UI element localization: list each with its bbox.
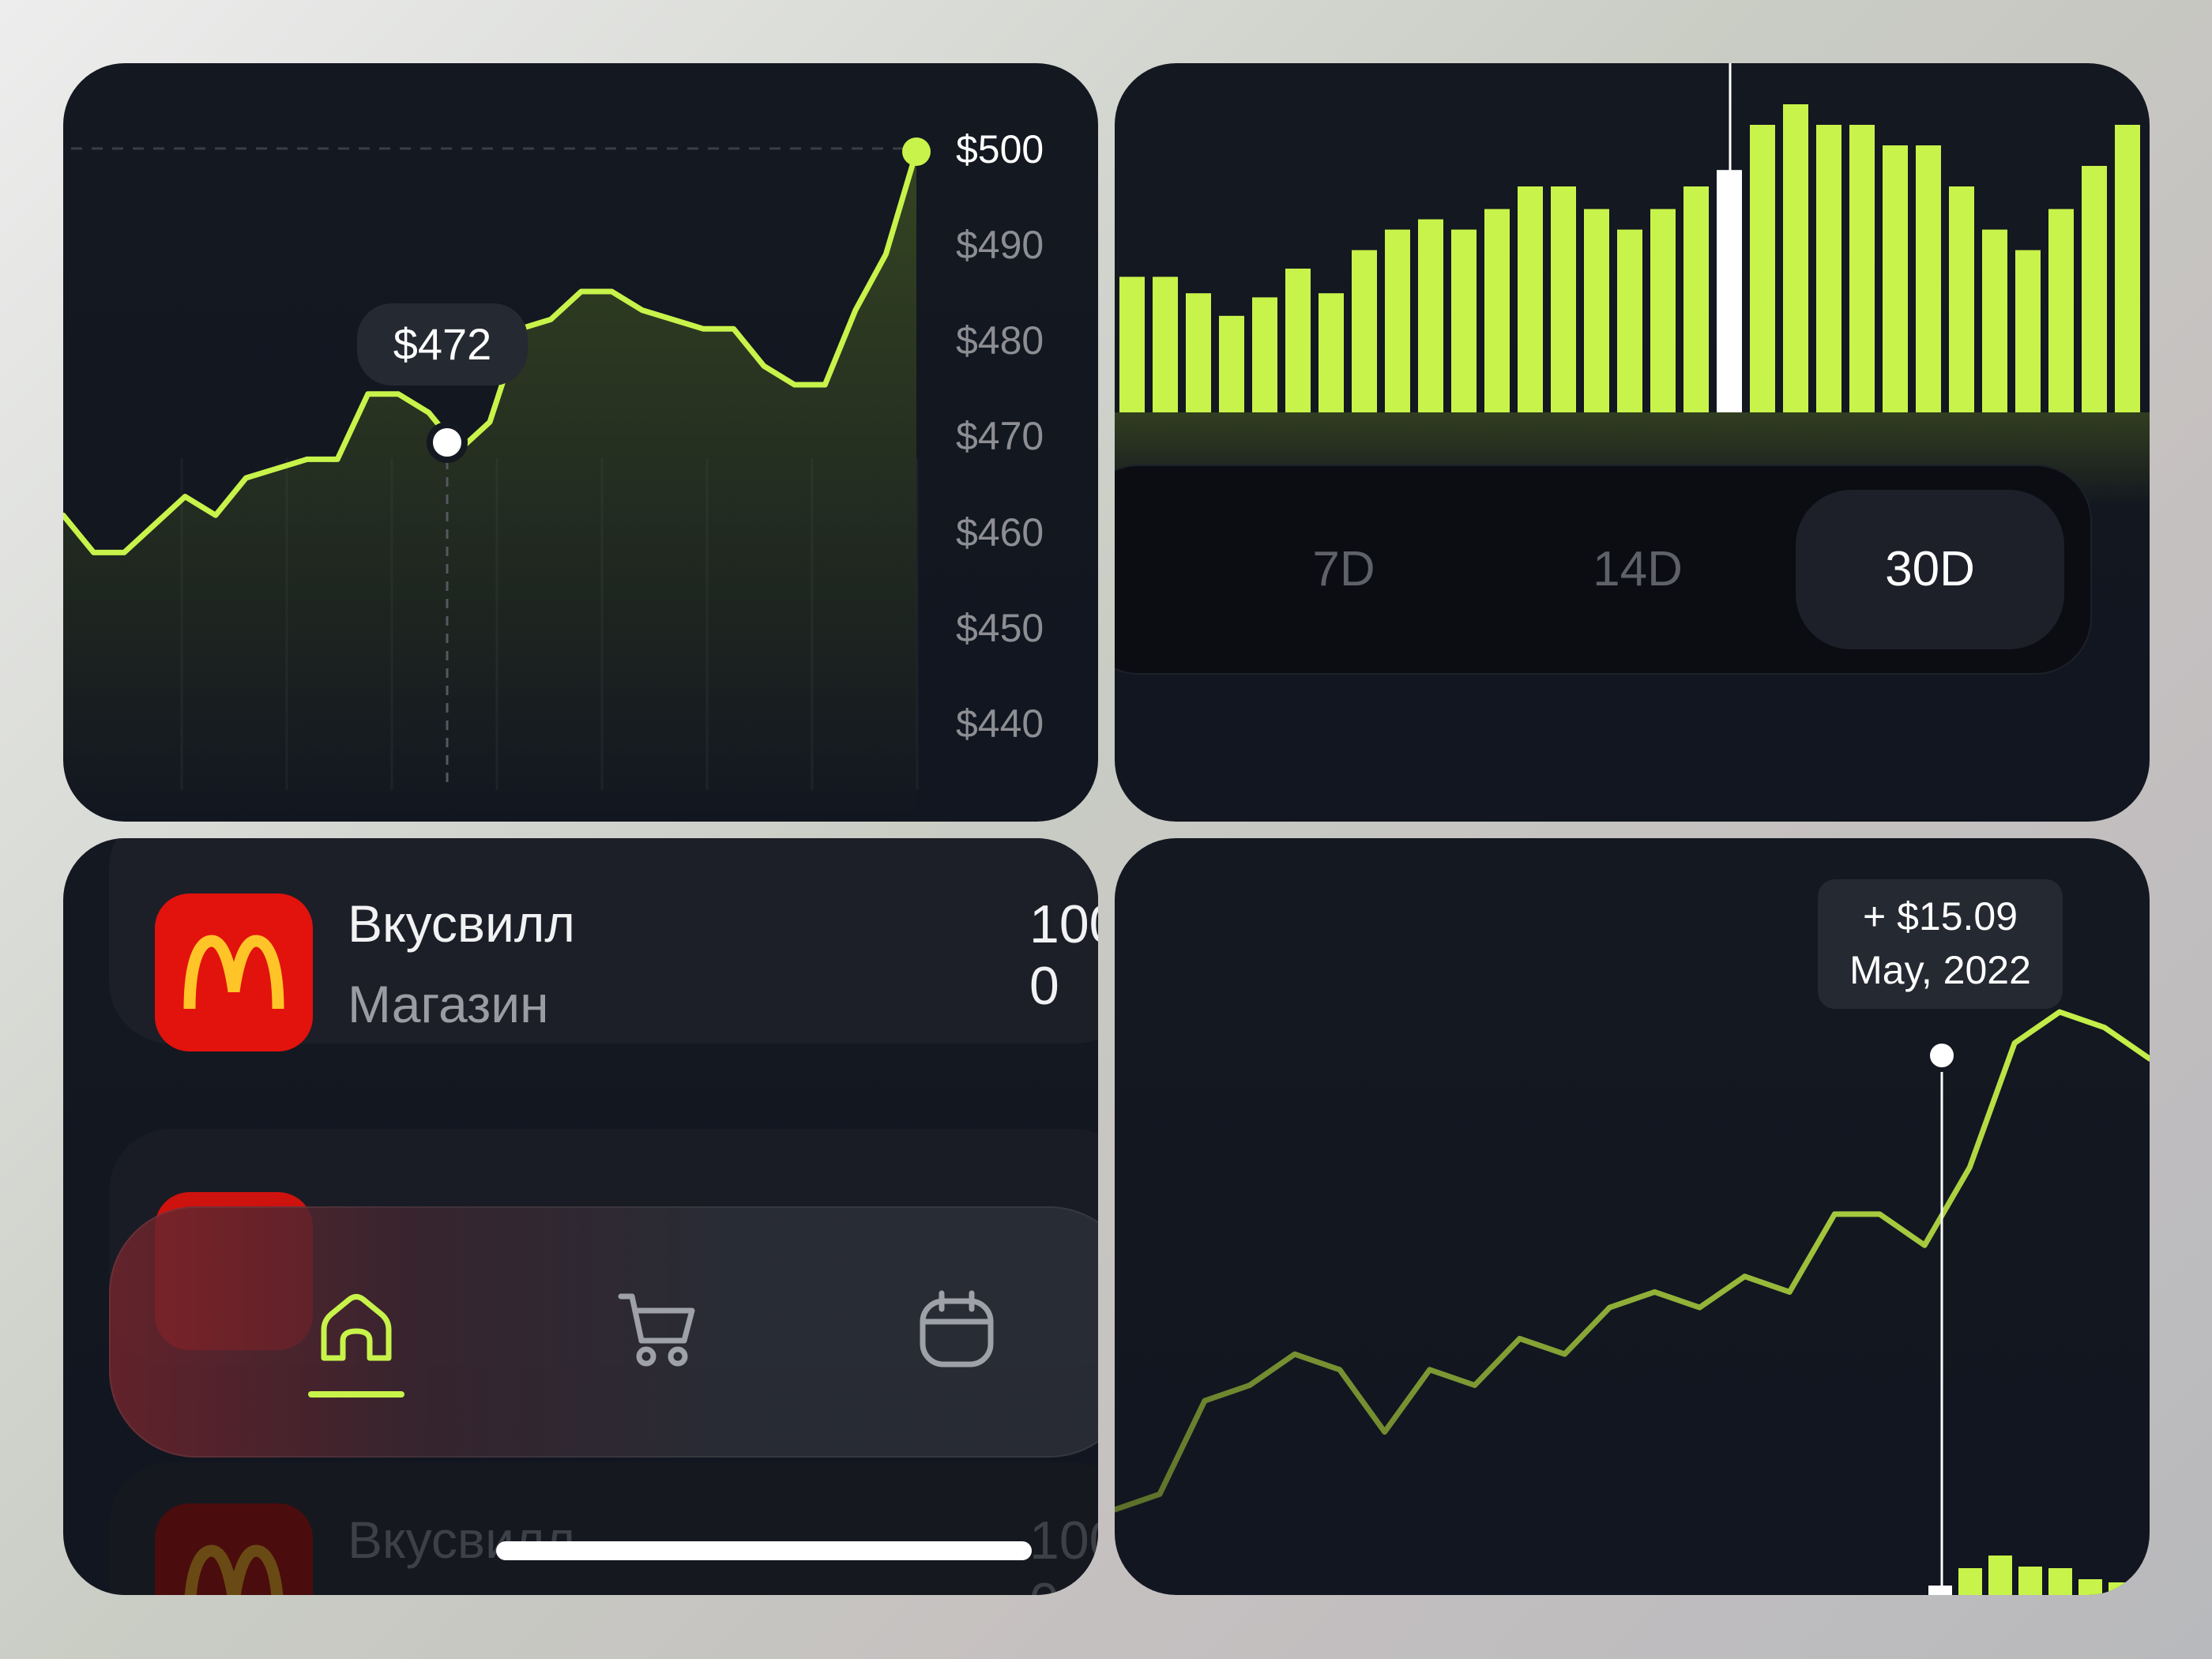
trend-bar [2109, 1582, 2132, 1595]
highlight-point[interactable] [427, 422, 468, 463]
volume-bar [1352, 250, 1377, 412]
volume-bar [1949, 186, 1974, 412]
trend-bar [1958, 1568, 1982, 1595]
calendar-icon[interactable] [913, 1285, 1000, 1372]
volume-bar [1153, 276, 1178, 412]
period-option-30d[interactable]: 30D [1796, 490, 2064, 649]
transaction-title: Вкусвилл [348, 894, 575, 953]
transaction-title: Вкусвилл [348, 1510, 575, 1569]
volume-bar [1252, 297, 1277, 412]
volume-bar [2048, 209, 2074, 412]
volume-bar [2015, 250, 2041, 412]
home-icon[interactable] [313, 1285, 400, 1372]
cart-icon[interactable] [615, 1285, 702, 1372]
trend-tooltip-date: May, 2022 [1849, 948, 2031, 992]
trend-tooltip: + $15.09 May, 2022 [1818, 879, 2063, 1009]
volume-bar [1385, 229, 1410, 412]
tab-bar [109, 1206, 1098, 1458]
volume-bar [2115, 125, 2140, 412]
mcdonalds-logo-icon [155, 893, 313, 1051]
volume-bar [1883, 145, 1908, 412]
volume-bar [1186, 293, 1211, 412]
volume-bar [1683, 186, 1709, 412]
volume-bar [1484, 209, 1510, 412]
transaction-row[interactable]: Вкусвилл Магазин 100 0 [109, 838, 1098, 1051]
volume-bar [1650, 209, 1676, 412]
active-tab-indicator [308, 1391, 404, 1398]
transaction-row[interactable]: Вкусвилл 100 0 [109, 1462, 1098, 1595]
trend-highlight-bar [1928, 1586, 1952, 1595]
volume-bar [1119, 276, 1145, 412]
y-label-450: $450 [956, 606, 1044, 650]
trend-chart-svg [1115, 1009, 2150, 1595]
price-tooltip: $472 [357, 303, 528, 386]
trend-bar [1988, 1556, 2012, 1595]
trend-tooltip-value: + $15.09 [1862, 894, 2018, 939]
price-chart-card: $500 $490 $480 $470 $460 $450 $440 $472 [63, 63, 1098, 822]
transactions-card: Вкусвилл Магазин 100 0 Вкусвилл 100 0 [63, 838, 1098, 1595]
volume-bar [1418, 219, 1443, 412]
mcdonalds-logo-icon [155, 1503, 313, 1595]
volume-bar [1783, 104, 1808, 412]
period-option-7d[interactable]: 7D [1312, 542, 1375, 596]
volume-bar [1849, 125, 1875, 412]
transaction-subtitle: Магазин [348, 975, 549, 1033]
volume-bar [1750, 125, 1775, 412]
price-chart-svg [63, 137, 931, 822]
volume-bar [1219, 315, 1244, 412]
y-label-460: $460 [956, 510, 1044, 555]
volume-chart-card: 7D 14D 30D [1115, 63, 2150, 822]
transaction-amount: 100 0 [1029, 1510, 1098, 1595]
volume-bar [1584, 209, 1609, 412]
trend-bar [2018, 1567, 2042, 1595]
y-label-440: $440 [956, 702, 1044, 746]
y-label-470: $470 [956, 414, 1044, 458]
volume-bar [1451, 229, 1477, 412]
volume-bar [1551, 186, 1576, 412]
trend-bar [2078, 1579, 2102, 1595]
y-label-490: $490 [956, 223, 1044, 267]
highlighted-bar [1717, 170, 1742, 412]
trend-chart-card: + $15.09 May, 2022 [1115, 838, 2150, 1595]
trend-bar [2048, 1568, 2072, 1595]
y-label-480: $480 [956, 318, 1044, 363]
y-label-500: $500 [956, 127, 1044, 171]
transaction-amount: 100 0 [1029, 894, 1098, 1016]
volume-bar [1319, 293, 1344, 412]
volume-bar [1816, 125, 1841, 412]
volume-bars-svg [1115, 63, 2150, 507]
trend-highlight-point[interactable] [1925, 1039, 1958, 1072]
volume-bar [1916, 145, 1941, 412]
period-option-14d[interactable]: 14D [1593, 542, 1683, 596]
home-indicator[interactable] [496, 1541, 1032, 1560]
volume-bar [1285, 269, 1311, 412]
volume-bar [1982, 229, 2007, 412]
latest-point[interactable] [902, 137, 931, 166]
volume-bar [2082, 166, 2107, 412]
volume-bar [1617, 229, 1642, 412]
volume-bar [1518, 186, 1543, 412]
